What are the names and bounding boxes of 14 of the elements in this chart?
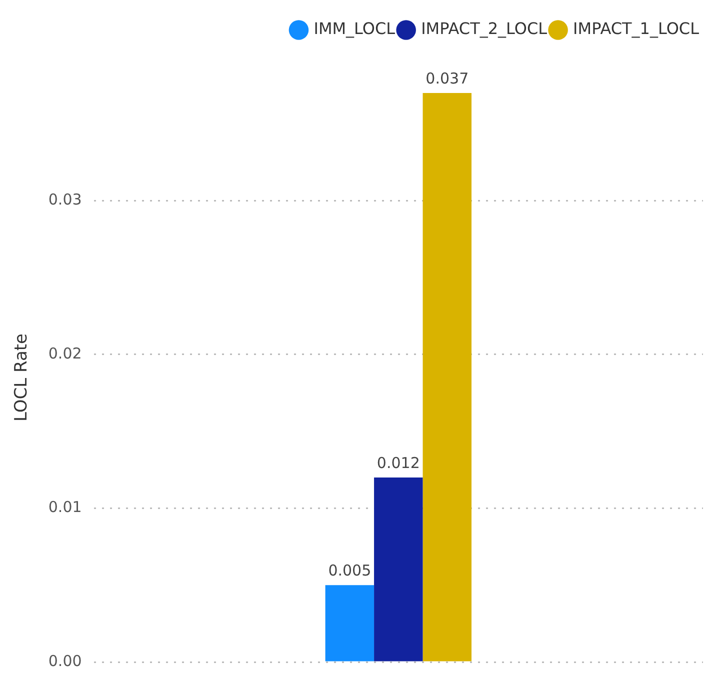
y-tick-label: 0.01 [48, 498, 82, 516]
data-label: 0.005 [328, 562, 372, 580]
legend-label: IMPACT_2_LOCL [421, 19, 548, 38]
y-tick-label: 0.02 [48, 344, 82, 362]
legend-label: IMPACT_1_LOCL [573, 19, 700, 38]
y-tick-label: 0.03 [48, 190, 82, 209]
data-label: 0.012 [376, 454, 420, 472]
y-tick-label: 0.00 [48, 652, 82, 670]
data-label: 0.037 [426, 69, 469, 88]
bar [422, 93, 472, 662]
y-axis-title: LOCL Rate [12, 334, 32, 422]
bar [325, 585, 374, 662]
bar [374, 477, 423, 662]
legend-label: IMM_LOCL [314, 19, 396, 38]
